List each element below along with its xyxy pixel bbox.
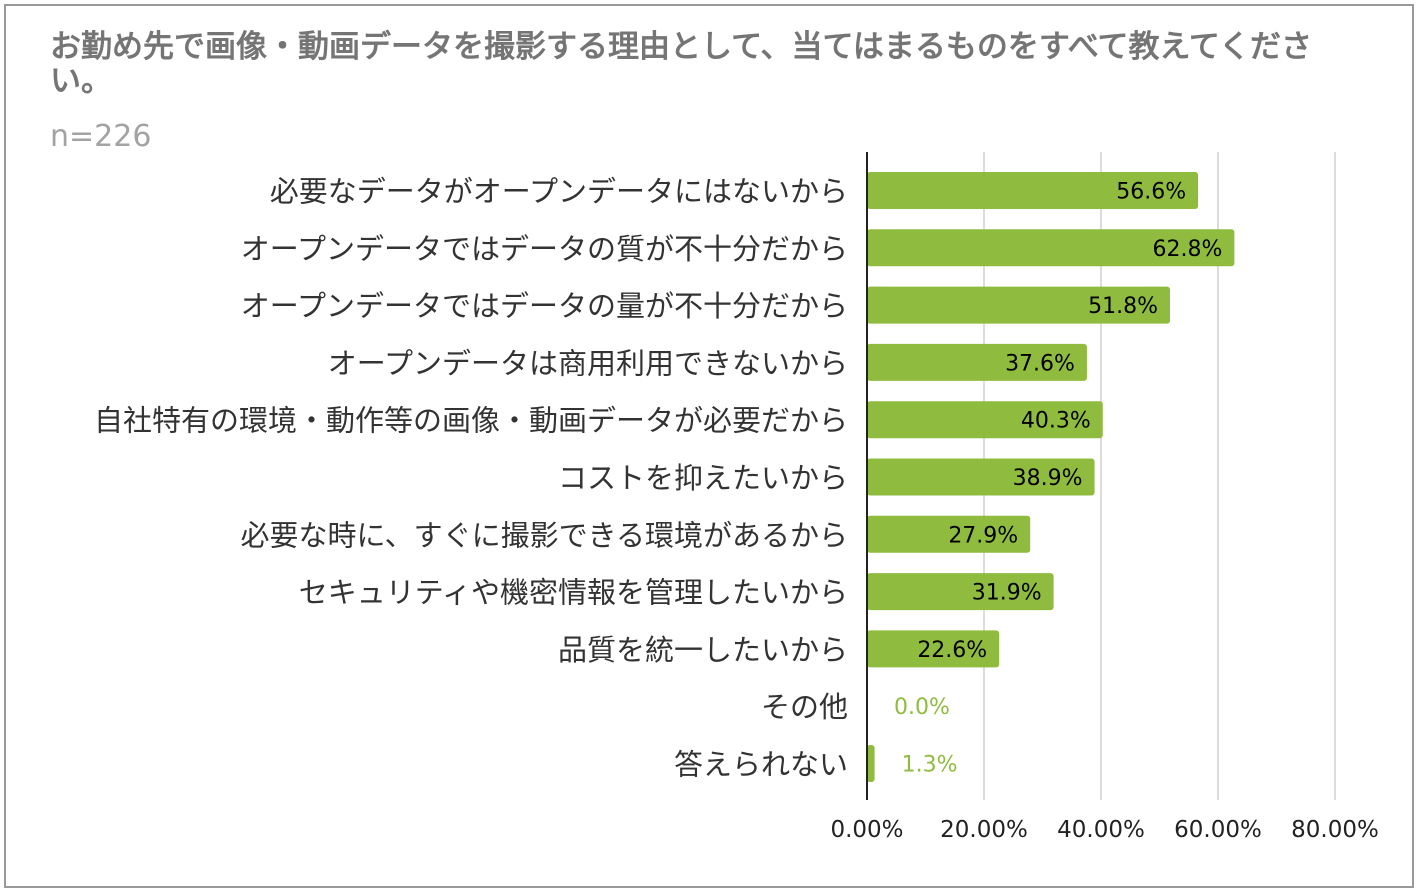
bar [867,401,1103,439]
value-label: 51.8% [1088,294,1158,319]
value-label: 38.9% [1013,466,1083,491]
x-tick-label: 80.00% [1291,817,1379,843]
value-label: 1.3% [902,753,958,778]
category-label: オープンデータは商用利用できないから [328,346,848,380]
value-label: 62.8% [1152,237,1222,262]
chart-frame [4,4,1414,888]
category-label: 自社特有の環境・動作等の画像・動画データが必要だから [94,404,848,438]
category-label: セキュリティや機密情報を管理したいから [299,576,848,610]
bar [867,343,1087,381]
bar [867,172,1199,209]
bar [867,630,1000,668]
x-axis-ticks: 0.00% 20.00% 40.00% 60.00% 80.00% [830,817,1378,843]
value-label: 27.9% [948,523,1018,548]
bars [867,172,1235,782]
x-tick-label: 0.00% [830,817,903,843]
bar [867,573,1054,611]
value-label: 40.3% [1021,409,1091,434]
bar [867,229,1235,267]
value-label: 31.9% [972,581,1042,606]
bar [867,458,1095,496]
x-tick-label: 60.00% [1174,817,1262,843]
chart-subtitle: n=226 [50,119,152,154]
category-label: オープンデータではデータの量が不十分だから [241,289,848,323]
category-label: オープンデータではデータの質が不十分だから [241,232,848,266]
bar [867,515,1031,553]
value-label: 22.6% [917,638,987,663]
bar [867,745,875,782]
x-tick-label: 20.00% [940,817,1028,843]
bar [867,286,1171,324]
x-tick-label: 40.00% [1057,817,1145,843]
category-label: 答えられない [674,748,848,782]
category-label: その他 [761,690,848,724]
category-label: 必要な時に、すぐに撮影できる環境があるから [240,518,848,552]
category-labels: 必要なデータがオープンデータにはないからオープンデータではデータの質が不十分だか… [94,175,848,782]
category-label: 品質を統一したいから [558,633,848,667]
category-label: 必要なデータがオープンデータにはないから [270,175,848,209]
value-label: 37.6% [1005,351,1075,376]
value-label: 56.6% [1116,180,1186,205]
value-labels: 56.6% 62.8% 51.8% 37.6% 40.3% 38.9% 27.9% 31.9%… [894,180,1222,778]
category-label: コストを抑えたいから [558,461,848,495]
value-label: 0.0% [894,695,950,720]
chart-title: お勤め先で画像・動画データを撮影する理由として、当てはまるものをすべて教えてくだ… [50,29,1313,99]
